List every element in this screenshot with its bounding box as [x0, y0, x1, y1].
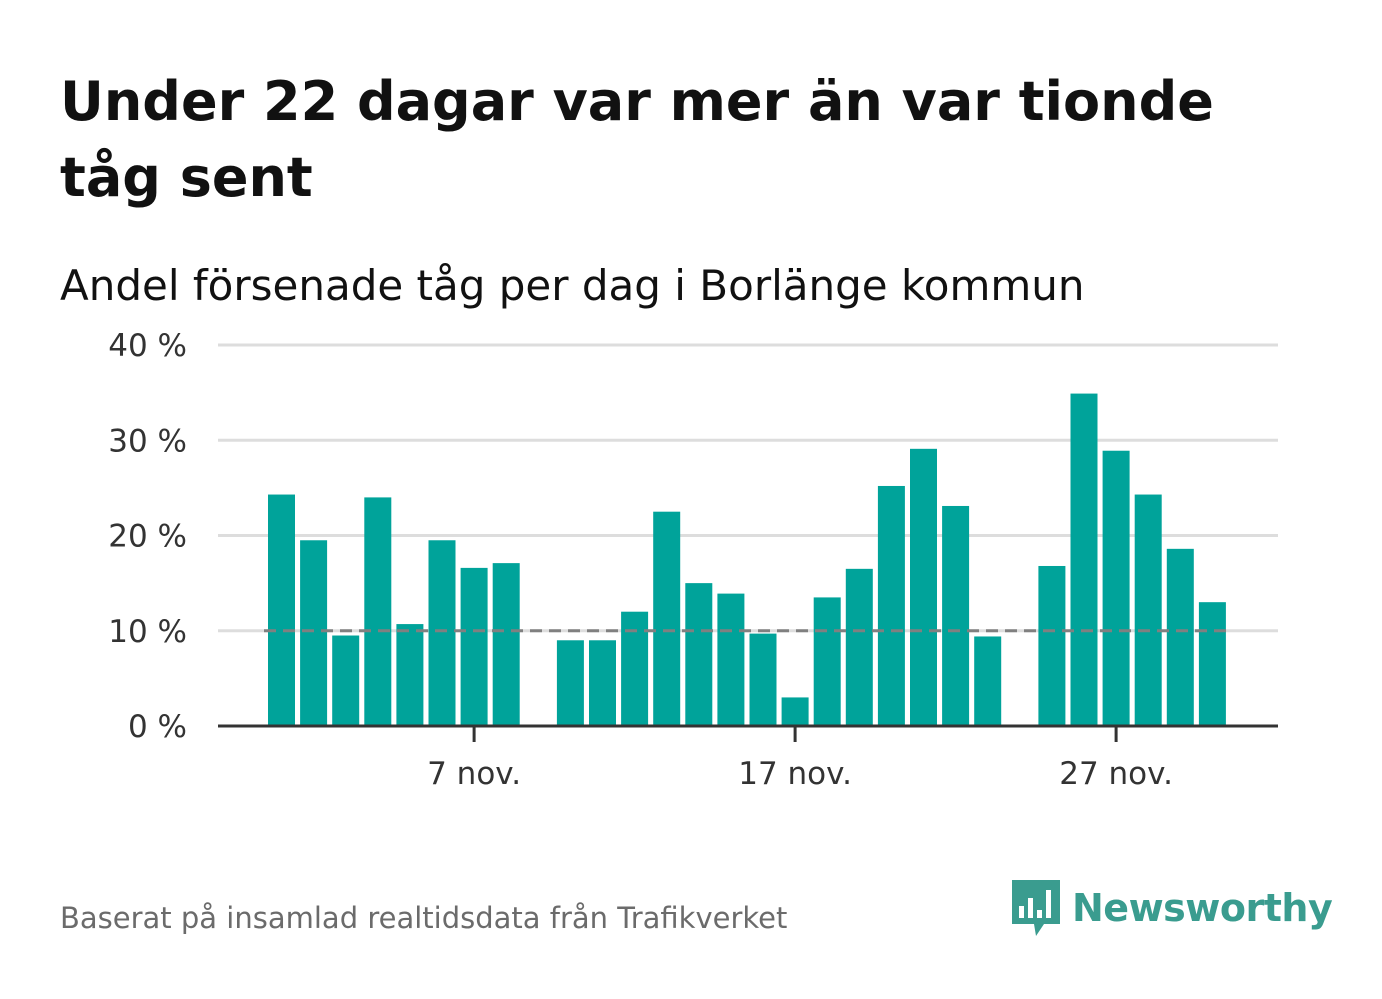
- bar: [1134, 494, 1162, 726]
- bar: [1166, 548, 1194, 726]
- y-tick-label: 30 %: [108, 423, 187, 459]
- x-tick-label: 7 nov.: [427, 756, 521, 792]
- bar-chart-speech-bubble-icon: [1012, 880, 1060, 936]
- bar: [942, 505, 970, 726]
- x-tick-label: 17 nov.: [738, 756, 852, 792]
- x-tick-label: 27 nov.: [1059, 756, 1173, 792]
- bar: [1102, 450, 1130, 726]
- bar: [910, 448, 937, 726]
- newsworthy-logo: Newsworthy: [1010, 878, 1333, 938]
- y-axis-tick-labels: 0 % 10 % 20 % 30 % 40 %: [108, 328, 187, 745]
- bar: [974, 636, 1002, 726]
- bar: [685, 583, 713, 726]
- bar: [845, 568, 873, 726]
- bar: [1070, 393, 1098, 726]
- bar: [621, 611, 649, 726]
- bars: [268, 393, 1226, 726]
- bar: [1198, 602, 1226, 726]
- bar: [460, 567, 488, 726]
- bar: [492, 563, 520, 726]
- y-tick-label: 20 %: [108, 519, 187, 555]
- bar: [428, 540, 456, 726]
- y-tick-label: 0 %: [128, 709, 187, 745]
- bar: [877, 485, 905, 726]
- bar: [396, 624, 424, 726]
- bar: [1038, 565, 1066, 726]
- x-axis-tick-labels: 7 nov. 17 nov. 27 nov.: [427, 726, 1173, 792]
- bar: [653, 511, 681, 726]
- bar: [332, 635, 360, 726]
- bar: [749, 633, 777, 726]
- chart-subtitle: Andel försenade tåg per dag i Borlänge k…: [60, 261, 1085, 310]
- bar: [364, 497, 392, 726]
- y-tick-label: 10 %: [108, 614, 187, 650]
- bar: [813, 597, 841, 726]
- source-note: Baserat på insamlad realtidsdata från Tr…: [60, 901, 788, 935]
- bar: [300, 540, 328, 726]
- bar: [781, 697, 809, 726]
- y-tick-label: 40 %: [108, 328, 187, 364]
- chart-title: Under 22 dagar var mer än var tionde tåg…: [60, 70, 1214, 209]
- bar: [589, 640, 616, 726]
- brand-name: Newsworthy: [1072, 886, 1333, 930]
- bar: [717, 593, 745, 726]
- bar: [556, 640, 584, 726]
- bar: [268, 494, 295, 726]
